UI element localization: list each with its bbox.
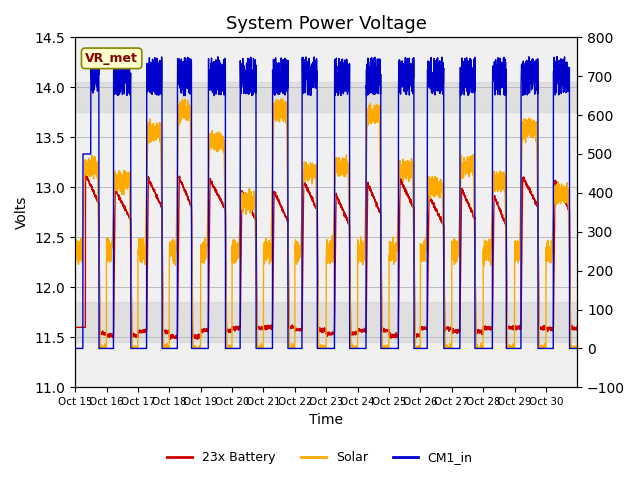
Solar [174,139,182,144]
Solar [497,177,505,182]
23x Battery [71,324,79,330]
Solar [278,96,285,102]
Y-axis label: Volts: Volts [15,196,29,229]
23x Battery [166,336,174,342]
X-axis label: Time: Time [309,413,343,427]
Line: Solar: Solar [75,99,577,348]
CM1_in [467,72,474,78]
23x Battery [175,251,182,256]
Solar [467,157,474,163]
23x Battery [568,325,576,331]
23x Battery [497,210,505,216]
Text: VR_met: VR_met [85,52,138,65]
23x Battery [573,326,581,332]
Title: System Power Voltage: System Power Voltage [226,15,427,33]
CM1_in [390,346,398,351]
Legend: 23x Battery, Solar, CM1_in: 23x Battery, Solar, CM1_in [163,446,477,469]
CM1_in [573,346,581,351]
23x Battery [435,214,442,219]
23x Battery [467,204,474,210]
Solar [97,346,104,351]
CM1_in [71,346,79,351]
CM1_in [525,54,532,60]
Solar [390,255,398,261]
Solar [573,346,581,351]
Line: CM1_in: CM1_in [75,57,577,348]
23x Battery [82,170,90,176]
Line: 23x Battery: 23x Battery [75,173,577,339]
CM1_in [174,76,182,82]
CM1_in [435,60,442,65]
Bar [75,302,577,342]
Solar [71,257,79,263]
CM1_in [568,346,575,351]
23x Battery [390,333,398,338]
CM1_in [497,65,504,71]
Bar [75,83,577,112]
Solar [435,188,442,193]
Solar [568,346,576,351]
